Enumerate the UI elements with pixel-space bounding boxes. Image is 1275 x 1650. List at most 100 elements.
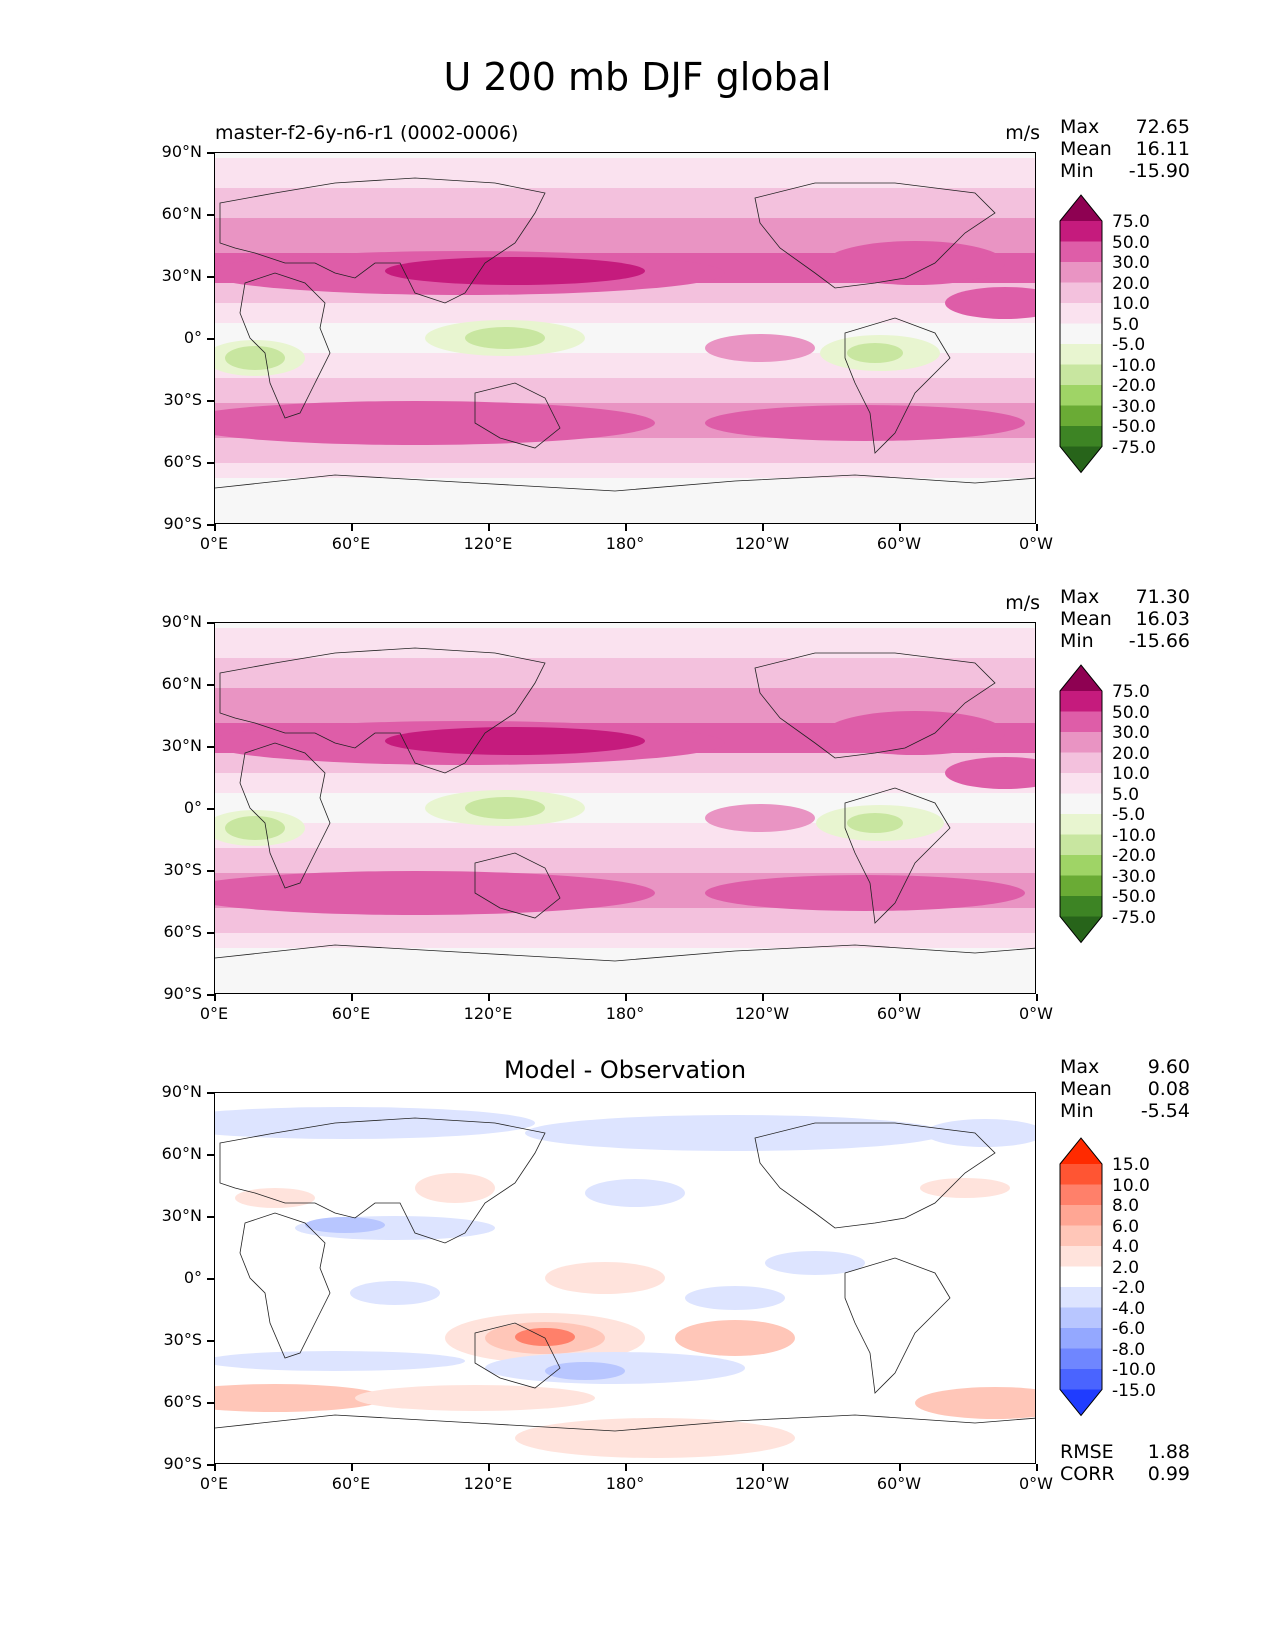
y-tick-mark bbox=[207, 462, 214, 464]
colorbar-tick-label: -20.0 bbox=[1112, 846, 1156, 866]
stat-mean: 16.11 bbox=[1135, 138, 1190, 160]
stat-min-label: Min bbox=[1060, 1100, 1094, 1122]
colorbar-tick-label: -75.0 bbox=[1112, 437, 1156, 458]
colorbar-outline bbox=[1059, 664, 1103, 944]
diff-negative bbox=[585, 1179, 685, 1207]
colorbar-tick-label: -20.0 bbox=[1112, 376, 1156, 396]
coastline bbox=[754, 182, 996, 289]
colorbar-observation bbox=[1059, 664, 1103, 944]
colorbar-segment bbox=[1060, 1184, 1102, 1206]
jet-core bbox=[215, 871, 655, 915]
corr-label: CORR bbox=[1060, 1463, 1115, 1485]
y-tick-mark bbox=[207, 1340, 214, 1342]
y-tick-label: 90°S bbox=[163, 1454, 202, 1473]
colorbar-segment bbox=[1060, 773, 1102, 794]
colorbar-segment bbox=[1060, 691, 1102, 712]
map-observation bbox=[214, 622, 1036, 994]
map-model bbox=[214, 152, 1036, 524]
colorbar-segment bbox=[1060, 385, 1102, 406]
panel-obs-units: m/s bbox=[1005, 592, 1040, 614]
diff-positive bbox=[515, 1418, 795, 1458]
coastline bbox=[219, 647, 546, 774]
x-tick-mark bbox=[351, 994, 353, 1001]
colorbar-tick-label: -15.0 bbox=[1112, 1380, 1156, 1401]
colorbar-extend-top bbox=[1060, 665, 1102, 691]
stat-min-label: Min bbox=[1060, 160, 1094, 182]
x-tick-label: 180° bbox=[605, 1004, 645, 1023]
coastline bbox=[219, 1117, 546, 1244]
easterly bbox=[465, 327, 545, 349]
x-tick-label: 0°W bbox=[1019, 534, 1053, 553]
y-tick-label: 60°N bbox=[161, 1144, 202, 1163]
jet-core bbox=[385, 257, 645, 285]
colorbar-difference bbox=[1059, 1137, 1103, 1417]
jet-core bbox=[945, 757, 1035, 789]
colorbar-tick-label: 50.0 bbox=[1112, 232, 1150, 253]
y-tick-label: 60°N bbox=[161, 204, 202, 223]
x-tick-label: 120°W bbox=[734, 534, 790, 553]
colorbar-segment bbox=[1060, 1205, 1102, 1226]
coastline bbox=[239, 272, 331, 419]
stat-mean-label: Mean bbox=[1060, 138, 1112, 160]
colorbar-segment bbox=[1060, 303, 1102, 324]
y-tick-mark bbox=[207, 400, 214, 402]
colorbar-segment bbox=[1060, 221, 1102, 242]
colorbar-segment bbox=[1060, 323, 1102, 345]
jet-core bbox=[825, 711, 1005, 755]
colorbar-segment bbox=[1060, 855, 1102, 876]
colorbar-tick-label: 30.0 bbox=[1112, 253, 1150, 273]
diff-positive bbox=[920, 1178, 1010, 1198]
colorbar-tick-label: 30.0 bbox=[1112, 723, 1150, 743]
x-tick-mark bbox=[488, 994, 490, 1001]
x-tick-label: 60°W bbox=[876, 1474, 922, 1493]
colorbar-tick-label: -50.0 bbox=[1112, 887, 1156, 907]
x-tick-mark bbox=[351, 1464, 353, 1471]
x-tick-label: 0°E bbox=[199, 1474, 229, 1493]
x-tick-label: 120°W bbox=[734, 1474, 790, 1493]
x-tick-mark bbox=[1036, 994, 1038, 1001]
y-tick-mark bbox=[207, 870, 214, 872]
y-tick-label: 60°S bbox=[163, 452, 202, 471]
easterly bbox=[847, 813, 903, 833]
y-tick-label: 60°S bbox=[163, 922, 202, 941]
stat-max-label: Max bbox=[1060, 116, 1100, 138]
stat-mean-label: Mean bbox=[1060, 608, 1112, 630]
footer-stats: RMSE 1.88 CORR 0.99 bbox=[1060, 1441, 1190, 1485]
colorbar-tick-label: 15.0 bbox=[1112, 1155, 1150, 1175]
x-tick-mark bbox=[899, 524, 901, 531]
colorbar-tick-label: -10.0 bbox=[1112, 825, 1156, 846]
coastline bbox=[239, 1212, 331, 1359]
x-tick-label: 120°E bbox=[463, 534, 513, 553]
coastline bbox=[219, 177, 546, 304]
field-band bbox=[215, 628, 1035, 658]
field-band bbox=[215, 848, 1035, 873]
y-tick-mark bbox=[207, 1216, 214, 1218]
x-tick-label: 120°E bbox=[463, 1474, 513, 1493]
x-tick-mark bbox=[625, 994, 627, 1001]
westerly-duct bbox=[705, 804, 815, 832]
colorbar-tick-label: -8.0 bbox=[1112, 1339, 1146, 1360]
x-tick-mark bbox=[351, 524, 353, 531]
diff-negative bbox=[305, 1217, 385, 1233]
x-tick-label: 0°W bbox=[1019, 1004, 1053, 1023]
colorbar-tick-label: 75.0 bbox=[1112, 682, 1150, 702]
diff-positive bbox=[915, 1387, 1035, 1419]
x-tick-mark bbox=[214, 994, 216, 1001]
y-tick-mark bbox=[207, 622, 214, 624]
colorbar-tick-label: 5.0 bbox=[1112, 314, 1140, 335]
y-tick-label: 60°N bbox=[161, 674, 202, 693]
x-tick-label: 120°E bbox=[463, 1004, 513, 1023]
coastline bbox=[474, 382, 561, 449]
diff-positive bbox=[215, 1384, 385, 1412]
colorbar-segment bbox=[1060, 814, 1102, 835]
coastline bbox=[239, 742, 331, 889]
field-band bbox=[215, 658, 1035, 688]
colorbar-tick-label: -30.0 bbox=[1112, 866, 1156, 887]
colorbar-segment bbox=[1060, 364, 1102, 386]
y-tick-mark bbox=[207, 524, 214, 526]
stat-min: -15.66 bbox=[1128, 630, 1190, 652]
colorbar-tick-label: -2.0 bbox=[1112, 1278, 1146, 1298]
diff-negative bbox=[215, 1107, 535, 1139]
y-tick-mark bbox=[207, 276, 214, 278]
panel-model: master-f2-6y-n6-r1 (0002-0006) m/s Max 72… bbox=[0, 0, 1275, 524]
